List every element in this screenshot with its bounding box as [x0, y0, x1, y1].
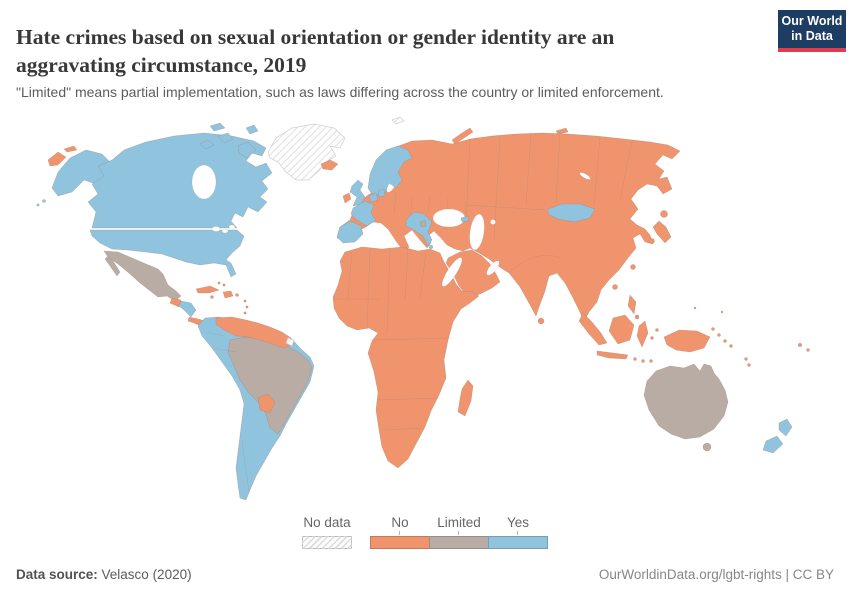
legend-label-no[interactable]: No	[391, 515, 409, 530]
region-africa[interactable]	[332, 246, 480, 469]
chart-subtitle: "Limited" means partial implementation, …	[16, 84, 664, 100]
legend-swatch-no[interactable]	[370, 536, 430, 549]
legend-tick-limited	[458, 531, 459, 535]
region-mongolia[interactable]	[547, 203, 596, 223]
region-southeast-islands[interactable]	[578, 306, 810, 367]
legend-swatch-limited[interactable]	[429, 536, 489, 549]
map-legend: No data No Limited Yes	[302, 515, 548, 551]
page-title: Hate crimes based on sexual orientation …	[16, 25, 615, 78]
inland-seas	[386, 172, 591, 287]
legend-label-limited[interactable]: Limited	[437, 515, 481, 530]
owid-logo-line1: Our World	[781, 14, 843, 28]
region-europe[interactable]	[320, 145, 470, 250]
region-south-america[interactable]	[197, 316, 315, 501]
region-east-asia-islands[interactable]	[537, 210, 672, 328]
data-source-label: Data source:	[16, 567, 98, 582]
region-mexico[interactable]	[103, 250, 182, 302]
legend-swatch-yes[interactable]	[488, 536, 548, 549]
legend-tick-no	[399, 531, 400, 535]
owid-url-license[interactable]: OurWorldinData.org/lgbt-rights | CC BY	[598, 567, 834, 582]
region-chukotka-fragment[interactable]	[47, 145, 78, 167]
legend-label-no-data: No data	[303, 515, 351, 530]
region-caribbean[interactable]	[195, 281, 249, 315]
region-australia[interactable]	[643, 363, 729, 452]
region-greenland[interactable]	[267, 116, 405, 181]
chart-footer: Data source: Velasco (2020) OurWorldinDa…	[0, 565, 850, 589]
data-source-value: Velasco (2020)	[97, 567, 192, 582]
region-new-zealand[interactable]	[762, 418, 793, 454]
owid-logo[interactable]: Our World in Data	[778, 10, 846, 52]
region-north-america[interactable]	[36, 122, 273, 278]
legend-swatch-no-data[interactable]	[302, 536, 352, 549]
region-eurasia[interactable]	[336, 127, 681, 322]
legend-tick-yes	[517, 531, 518, 535]
legend-label-yes[interactable]: Yes	[506, 515, 530, 530]
owid-logo-line2: in Data	[791, 29, 833, 43]
north-america-lakes	[191, 164, 236, 234]
data-source: Data source: Velasco (2020)	[16, 567, 192, 582]
